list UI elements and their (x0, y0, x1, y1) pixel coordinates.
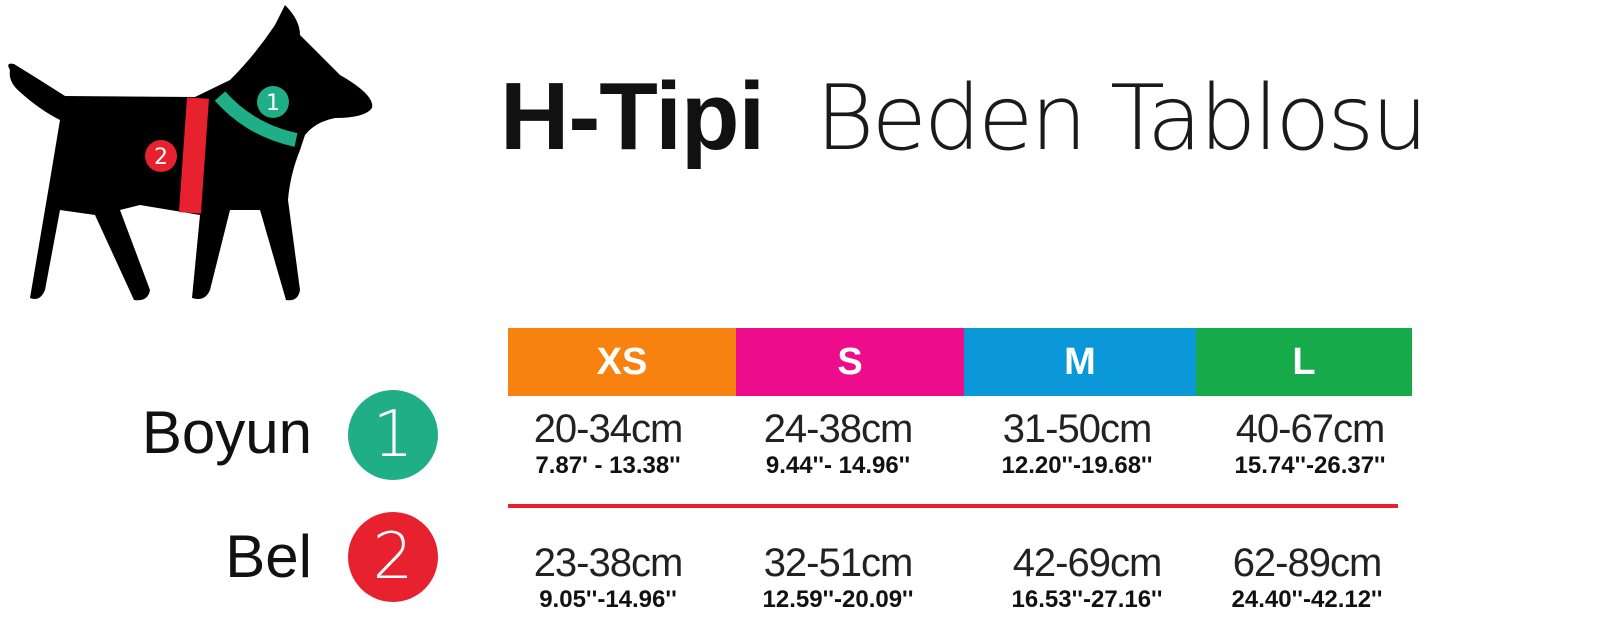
size-header-xs: XS (508, 328, 736, 396)
cm-value: 32-51cm (763, 541, 914, 585)
cell-boyun-s: 24-38cm 9.44''- 14.96'' (738, 406, 938, 480)
row-label-bel: Bel (225, 523, 312, 590)
cell-bel-xs: 23-38cm 9.05''-14.96'' (508, 540, 708, 614)
waist-marker-icon (145, 140, 177, 172)
cell-bel-l: 62-89cm 24.40''-42.12'' (1207, 540, 1407, 614)
cm-value: 40-67cm (1235, 407, 1386, 451)
inch-value: 15.74''-26.37'' (1234, 452, 1386, 479)
cm-value: 20-34cm (533, 407, 684, 451)
neck-marker-icon (257, 86, 289, 118)
title-light: Beden Tablosu (815, 66, 1429, 171)
inch-value: 7.87' - 13.38'' (535, 452, 681, 479)
cell-boyun-l: 40-67cm 15.74''-26.37'' (1210, 406, 1410, 480)
dog-illustration: 1 2 (8, 5, 373, 301)
size-header-s: S (736, 328, 964, 396)
cell-bel-m: 42-69cm 16.53''-27.16'' (987, 540, 1187, 614)
cm-value: 31-50cm (1002, 407, 1153, 451)
title-bold: H-Tipi (500, 63, 765, 170)
cell-boyun-m: 31-50cm 12.20''-19.68'' (977, 406, 1177, 480)
cm-value: 62-89cm (1232, 541, 1383, 585)
inch-value: 24.40''-42.12'' (1231, 586, 1383, 613)
size-header-l: L (1196, 328, 1412, 396)
inch-value: 9.44''- 14.96'' (765, 452, 911, 479)
waist-marker-icon: 2 (348, 512, 438, 602)
cell-boyun-xs: 20-34cm 7.87' - 13.38'' (508, 406, 708, 480)
row-divider (508, 504, 1398, 508)
inch-value: 12.59''-20.09'' (762, 586, 914, 613)
neck-strap (214, 91, 298, 147)
cell-bel-s: 32-51cm 12.59''-20.09'' (738, 540, 938, 614)
inch-value: 16.53''-27.16'' (1011, 586, 1163, 613)
size-header-m: M (964, 328, 1196, 396)
svg-text:2: 2 (154, 145, 168, 170)
cm-value: 42-69cm (1012, 541, 1163, 585)
cm-value: 23-38cm (533, 541, 684, 585)
page-title: H-Tipi Beden Tablosu (500, 52, 1429, 184)
waist-strap (178, 97, 209, 214)
row-label-boyun: Boyun (141, 399, 312, 466)
inch-value: 9.05''-14.96'' (539, 586, 677, 613)
svg-text:1: 1 (266, 91, 280, 116)
cm-value: 24-38cm (763, 407, 914, 451)
inch-value: 12.20''-19.68'' (1001, 452, 1153, 479)
neck-marker-icon: 1 (348, 390, 438, 480)
